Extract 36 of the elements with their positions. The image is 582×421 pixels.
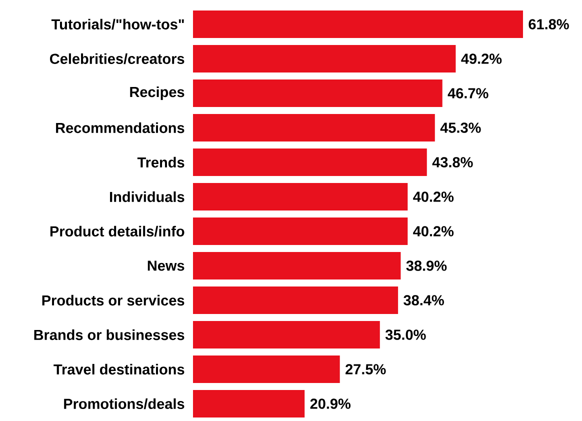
bar	[193, 321, 380, 349]
bar	[193, 390, 305, 418]
y-tick-label: Products or services	[42, 294, 184, 306]
y-tick-label: Trends	[137, 156, 184, 168]
data-label: 35.0%	[385, 330, 426, 340]
data-label: 27.5%	[346, 364, 386, 374]
data-label: 38.9%	[406, 260, 447, 271]
bar	[193, 45, 456, 72]
y-tick-label: Tutorials/"how-tos"	[51, 18, 184, 30]
data-label: 43.8%	[432, 157, 473, 168]
y-tick-label: Celebrities/creators	[50, 53, 184, 64]
y-tick-label: Individuals	[110, 191, 184, 202]
data-label: 40.2%	[413, 192, 454, 202]
bar	[193, 148, 427, 176]
y-tick-label: Promotions/deals	[64, 398, 184, 410]
bar	[193, 218, 408, 246]
y-tick-label: Brands or businesses	[34, 329, 184, 340]
data-label: 49.2%	[461, 54, 502, 64]
bar	[193, 80, 442, 107]
y-tick-label: Product details/info	[50, 226, 184, 237]
data-label: 45.3%	[440, 122, 481, 133]
bar	[193, 286, 398, 314]
bar	[193, 252, 401, 280]
data-label: 46.7%	[448, 88, 488, 98]
y-tick-label: Recipes	[130, 86, 184, 100]
bar	[193, 356, 340, 384]
bar	[193, 114, 435, 142]
data-label: 40.2%	[413, 226, 454, 236]
y-tick-label: News	[148, 260, 184, 271]
y-tick-label: Travel destinations	[54, 364, 184, 375]
bar	[193, 183, 408, 211]
bar	[193, 10, 524, 38]
data-label: 61.8%	[528, 19, 569, 30]
data-label: 38.4%	[404, 295, 444, 306]
data-label: 20.9%	[310, 398, 351, 409]
y-tick-label: Recommendations	[56, 122, 184, 134]
